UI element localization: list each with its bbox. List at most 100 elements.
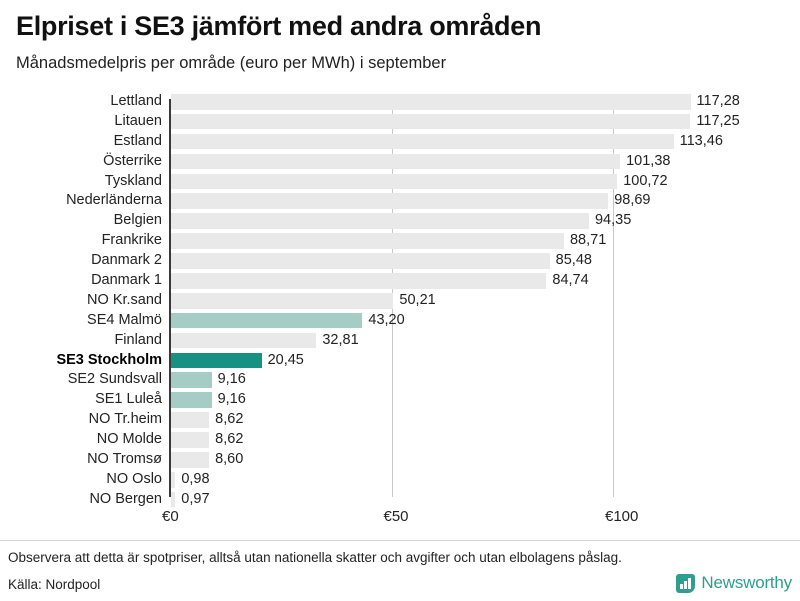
bar-value-label: 85,48 bbox=[555, 252, 592, 269]
bar-category-label: SE4 Malmö bbox=[87, 311, 162, 328]
bar bbox=[171, 133, 674, 150]
bar bbox=[171, 253, 550, 269]
bar-value-label: 9,16 bbox=[217, 391, 246, 408]
brand-name: Newsworthy bbox=[701, 573, 792, 592]
bar bbox=[171, 193, 609, 210]
chart-bar-row: Lettland 117,28 bbox=[0, 92, 800, 112]
chart-bar-row: SE2 Sundsvall 9,16 bbox=[0, 370, 800, 390]
bar-rows: Lettland 117,28 Litauen 117,25 Estland 113,46… bbox=[0, 92, 800, 508]
chart-bar-row: Österrike 101,38 bbox=[0, 152, 800, 172]
bar bbox=[171, 213, 589, 229]
bar-category-label: Danmark 2 bbox=[91, 252, 162, 269]
x-axis-tick-label: €50 bbox=[383, 508, 409, 525]
bar-category-label: Belgien bbox=[113, 212, 162, 229]
x-axis-tick-label: €100 bbox=[605, 508, 639, 525]
chart-bar-row: Estland 113,46 bbox=[0, 132, 800, 152]
x-axis-tick-label: €0 bbox=[162, 508, 179, 525]
chart-bar-row: NO Molde 8,62 bbox=[0, 430, 800, 450]
bar-value-label: 94,35 bbox=[594, 212, 632, 229]
bar-value-label: 8,62 bbox=[215, 411, 244, 428]
chart-bar-row: NO Bergen 0,97 bbox=[0, 490, 800, 510]
bar-value-label: 43,20 bbox=[368, 311, 405, 328]
chart-bar-row: Litauen 117,25 bbox=[0, 112, 800, 132]
chart-bar-row: SE3 Stockholm 20,45 bbox=[0, 351, 800, 371]
newsworthy-logo: Newsworthy bbox=[676, 573, 792, 593]
chart-bar-row: Danmark 1 84,74 bbox=[0, 271, 800, 291]
bar-value-label: 117,25 bbox=[696, 112, 740, 129]
chart-bar-row: Finland 32,81 bbox=[0, 331, 800, 351]
bar-category-label: NO Tromsø bbox=[87, 451, 162, 468]
bar-category-label: Estland bbox=[113, 132, 162, 149]
bar bbox=[171, 412, 210, 428]
chart-bar-row: NO Kr.sand 50,21 bbox=[0, 291, 800, 311]
bar-chart-logo-icon bbox=[676, 573, 696, 593]
bar bbox=[171, 292, 394, 309]
bar-category-label: NO Kr.sand bbox=[87, 291, 162, 308]
bar-value-label: 0,98 bbox=[181, 470, 210, 487]
bar-value-label: 101,38 bbox=[626, 152, 671, 169]
bar bbox=[171, 233, 564, 249]
bar bbox=[171, 471, 176, 488]
bar-value-label: 0,97 bbox=[181, 490, 210, 507]
chart-bar-row: Nederländerna 98,69 bbox=[0, 191, 800, 211]
bar-category-label: NO Molde bbox=[96, 431, 162, 448]
gridline-eur100 bbox=[613, 99, 614, 497]
bar bbox=[171, 432, 210, 448]
bar-category-label: SE3 Stockholm bbox=[56, 351, 162, 368]
bar-value-label: 84,74 bbox=[552, 272, 589, 289]
chart-bar-row: Tyskland 100,72 bbox=[0, 172, 800, 192]
bar-category-label: Danmark 1 bbox=[91, 272, 162, 289]
bar-value-label: 117,28 bbox=[696, 93, 740, 109]
bar-value-label: 88,71 bbox=[569, 232, 607, 249]
bar-value-label: 50,21 bbox=[399, 291, 436, 308]
bar-value-label: 9,16 bbox=[217, 371, 246, 388]
bar-category-label: NO Tr.heim bbox=[88, 411, 162, 428]
page-title: Elpriset i SE3 jämfört med andra områden bbox=[16, 11, 542, 41]
bar bbox=[171, 173, 618, 190]
y-axis-line bbox=[169, 99, 171, 497]
chart-bar-row: NO Tr.heim 8,62 bbox=[0, 410, 800, 430]
bar-category-label: NO Bergen bbox=[89, 490, 162, 507]
bar bbox=[171, 273, 547, 289]
chart-footer: Observera att detta är spotpriser, allts… bbox=[0, 540, 800, 601]
bar-category-label: Nederländerna bbox=[66, 192, 162, 209]
bar-category-label: NO Oslo bbox=[106, 470, 162, 487]
bar bbox=[171, 332, 317, 349]
chart-bar-row: SE4 Malmö 43,20 bbox=[0, 311, 800, 331]
chart-bar-row: NO Oslo 0,98 bbox=[0, 470, 800, 490]
bar-value-label: 32,81 bbox=[322, 331, 359, 348]
chart-bar-row: Belgien 94,35 bbox=[0, 211, 800, 231]
chart-header: Elpriset i SE3 jämfört med andra områden… bbox=[0, 0, 800, 73]
bar-category-label: Frankrike bbox=[101, 232, 162, 249]
bar-category-label: Tyskland bbox=[104, 172, 162, 189]
bar bbox=[171, 372, 212, 389]
bar bbox=[171, 312, 363, 329]
bar bbox=[171, 452, 210, 468]
bar-value-label: 8,60 bbox=[215, 451, 244, 468]
chart-subtitle: Månadsmedelpris per område (euro per MWh… bbox=[16, 53, 447, 72]
bar-category-label: SE2 Sundsvall bbox=[67, 371, 162, 388]
bar bbox=[171, 352, 262, 369]
bar-category-label: Lettland bbox=[110, 93, 162, 109]
chart-bar-row: SE1 Luleå 9,16 bbox=[0, 390, 800, 410]
x-axis: €0 €50 €100 bbox=[0, 508, 800, 532]
bar-value-label: 98,69 bbox=[614, 192, 651, 209]
bar bbox=[171, 113, 691, 130]
bar-value-label: 100,72 bbox=[623, 172, 668, 189]
bar bbox=[171, 153, 621, 170]
chart-bar-row: Danmark 2 85,48 bbox=[0, 251, 800, 271]
bar-category-label: Österrike bbox=[103, 152, 162, 169]
chart-bar-row: Frankrike 88,71 bbox=[0, 231, 800, 251]
chart-bar-row: NO Tromsø 8,60 bbox=[0, 450, 800, 470]
footer-note: Observera att detta är spotpriser, allts… bbox=[8, 550, 622, 565]
bar-category-label: Finland bbox=[114, 331, 162, 348]
bar bbox=[171, 392, 212, 408]
bar bbox=[171, 491, 176, 508]
bar-value-label: 20,45 bbox=[267, 351, 304, 368]
chart-plot-region: Lettland 117,28 Litauen 117,25 Estland 113,46… bbox=[0, 92, 800, 532]
bar-value-label: 8,62 bbox=[215, 431, 244, 448]
bar-category-label: Litauen bbox=[114, 112, 162, 129]
bar bbox=[171, 94, 691, 110]
footer-source: Källa: Nordpool bbox=[8, 577, 101, 592]
bar-category-label: SE1 Luleå bbox=[95, 391, 162, 408]
